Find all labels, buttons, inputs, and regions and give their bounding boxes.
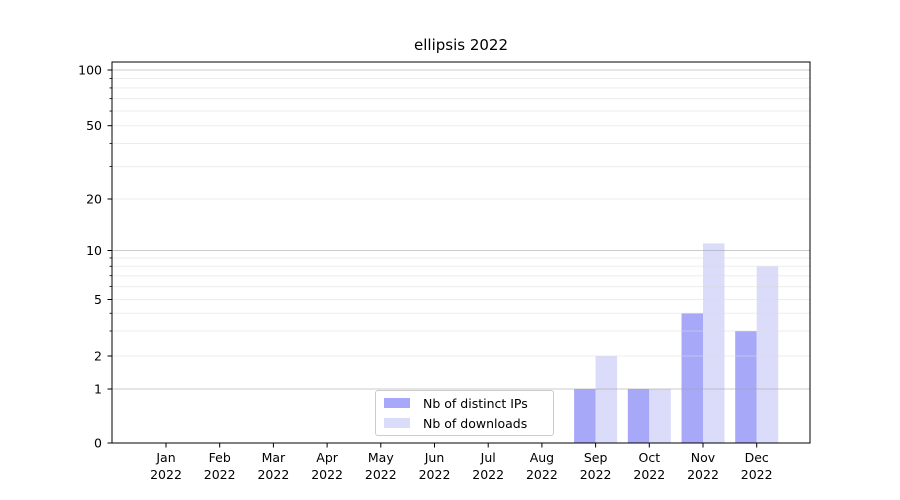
bar-distinct-ips-dec [735, 330, 757, 443]
x-tick-label-jan: Jan 2022 [150, 450, 182, 482]
legend-swatch-distinct-ips [384, 398, 410, 408]
y-tick-label-1: 1 [94, 381, 102, 396]
x-tick-label-apr: Apr 2022 [311, 450, 343, 482]
legend-label-distinct-ips: Nb of distinct IPs [423, 395, 528, 411]
plot-border [111, 61, 811, 444]
x-tick-label-dec: Dec 2022 [741, 450, 773, 482]
legend-item-downloads: Nb of downloads [384, 415, 553, 431]
legend-label-downloads: Nb of downloads [423, 415, 528, 431]
bar-distinct-ips-oct [627, 389, 650, 443]
y-tick-label-100: 100 [78, 62, 102, 77]
x-tick-label-jun: Jun 2022 [419, 450, 451, 482]
legend-swatch-downloads [384, 418, 410, 428]
x-tick-label-may: May 2022 [365, 450, 397, 482]
x-tick-label-nov: Nov 2022 [687, 450, 719, 482]
x-tick-label-sep: Sep 2022 [580, 450, 612, 482]
x-tick-label-aug: Aug 2022 [526, 450, 558, 482]
bar-downloads-nov [703, 243, 725, 443]
y-tick-label-2: 2 [94, 348, 102, 363]
y-tick-label-50: 50 [86, 118, 102, 133]
legend: Nb of distinct IPs Nb of downloads [375, 390, 554, 436]
x-tick-label-oct: Oct 2022 [633, 450, 665, 482]
x-tick-label-mar: Mar 2022 [257, 450, 289, 482]
bar-downloads-sep [595, 356, 618, 443]
bar-distinct-ips-nov [681, 313, 703, 443]
legend-item-distinct-ips: Nb of distinct IPs [384, 395, 553, 411]
y-tick-label-10: 10 [86, 243, 102, 258]
y-tick-label-20: 20 [86, 191, 102, 206]
bar-distinct-ips-sep [574, 389, 596, 443]
x-tick-label-feb: Feb 2022 [204, 450, 236, 482]
y-tick-label-0: 0 [94, 435, 102, 450]
bar-downloads-dec [756, 266, 779, 443]
chart-title: ellipsis 2022 [414, 36, 508, 54]
bar-downloads-oct [649, 389, 671, 443]
x-tick-label-jul: Jul 2022 [472, 450, 504, 482]
y-tick-label-5: 5 [94, 292, 102, 307]
